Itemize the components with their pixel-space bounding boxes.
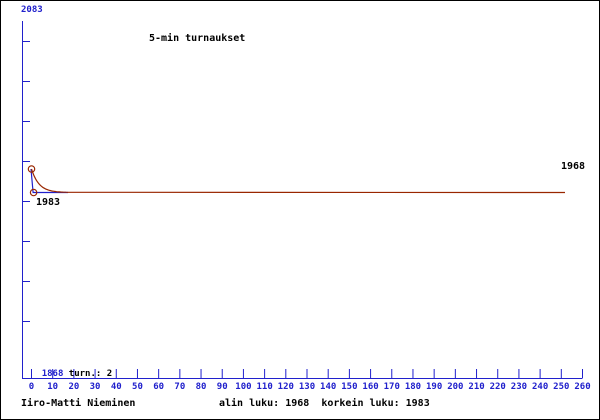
- x-tick-label: 210: [468, 382, 485, 392]
- x-tick-label: 90: [216, 382, 228, 392]
- data-point-circle: [29, 188, 38, 197]
- x-tick-label: 0: [28, 382, 35, 392]
- x-tick-label: 20: [68, 382, 80, 392]
- player-name: Iiro-Matti Nieminen: [21, 398, 136, 409]
- trend-line: [30, 168, 566, 194]
- chart-title: 5-min turnaukset: [149, 33, 246, 44]
- x-tick-label: 230: [510, 382, 528, 392]
- y-axis-min-row: 1868 turn.: 2: [20, 358, 112, 391]
- x-tick-label: 110: [256, 382, 273, 392]
- x-tick-label: 10: [47, 382, 59, 392]
- x-tick-label: 150: [341, 382, 358, 392]
- y-axis-min-label: 1868: [41, 369, 64, 379]
- x-tick-label: 170: [383, 382, 400, 392]
- tournament-count-label: turn.: 2: [68, 369, 113, 379]
- x-tick-label: 100: [235, 382, 252, 392]
- x-tick-label: 130: [298, 382, 316, 392]
- x-tick-label: 200: [447, 382, 464, 392]
- x-tick-label: 80: [195, 382, 207, 392]
- x-tick-label: 250: [553, 382, 570, 392]
- x-tick-label: 60: [153, 382, 165, 392]
- y-axis-max-label: 2083: [21, 5, 43, 15]
- x-tick-label: 70: [174, 382, 186, 392]
- x-tick-label: 120: [277, 382, 294, 392]
- x-tick-label: 240: [531, 382, 549, 392]
- x-tick-label: 160: [362, 382, 379, 392]
- rating-line: [30, 168, 68, 194]
- last-rating-point-label: 1968: [561, 161, 586, 172]
- x-tick-label: 30: [89, 382, 101, 392]
- x-tick-label: 190: [426, 382, 443, 392]
- x-tick-label: 50: [132, 382, 143, 392]
- first-rating-point-label: 1983: [36, 197, 61, 208]
- data-point-circle: [27, 165, 36, 173]
- x-tick-label: 180: [404, 382, 422, 392]
- x-tick-label: 220: [489, 382, 506, 392]
- x-tick-label: 40: [110, 382, 122, 392]
- rating-stats-line: alin luku: 1968 korkein luku: 1983: [219, 398, 430, 409]
- x-tick-label: 260: [574, 382, 591, 392]
- x-tick-label: 140: [320, 382, 337, 392]
